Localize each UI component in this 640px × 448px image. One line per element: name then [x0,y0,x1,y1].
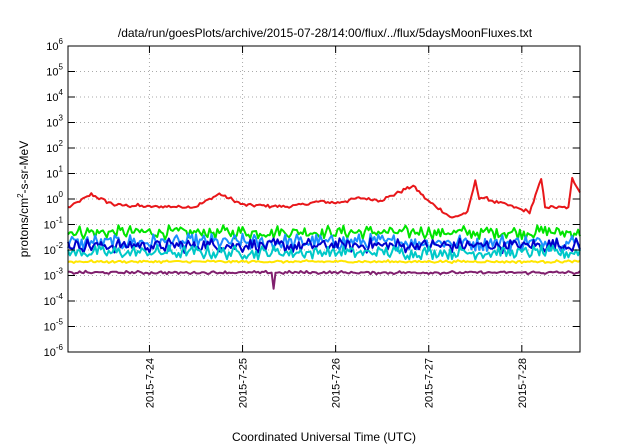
y-tick-exponent: -1 [56,216,64,225]
y-tick-exponent: -6 [56,343,64,352]
data-series [67,176,581,290]
y-tick-base: 10 [44,271,56,283]
y-tick-label: 10-1 [44,216,64,232]
x-tick-label: 2015-7-27 [424,358,436,408]
y-tick-base: 10 [46,67,58,79]
y-tick-exponent: -2 [56,241,64,250]
y-tick-base: 10 [44,220,56,232]
y-tick-exponent: -4 [56,292,64,301]
y-tick-exponent: -5 [56,318,64,327]
y-tick-label: 105 [46,63,63,79]
y-tick-label: 10-4 [44,292,64,308]
y-tick-base: 10 [46,169,58,181]
x-tick-label: 2015-7-28 [517,358,529,408]
series-line [68,269,581,290]
y-tick-label: 10-6 [44,343,64,359]
y-tick-exponent: -3 [56,267,64,276]
y-tick-exponent: 1 [59,165,64,174]
y-tick-label: 102 [46,139,63,155]
y-tick-base: 10 [44,322,56,334]
x-tick-label: 2015-7-25 [238,358,250,408]
y-tick-base: 10 [46,194,58,206]
y-tick-base: 10 [46,41,58,53]
y-tick-base: 10 [46,118,58,130]
y-tick-label: 104 [46,88,63,104]
y-axis-label-main: protons/cm [17,198,31,257]
y-tick-base: 10 [44,347,56,359]
y-tick-label: 101 [46,165,63,181]
y-tick-label: 10-5 [44,318,64,334]
y-tick-exponent: 3 [59,114,64,123]
series-line [67,244,581,261]
grid-lines [68,46,580,352]
x-axis-label: Coordinated Universal Time (UTC) [232,430,416,444]
x-tick-label: 2015-7-24 [144,358,156,408]
series-line [67,259,581,265]
series-line [67,237,581,255]
y-tick-label: 10-3 [44,267,64,283]
y-tick-base: 10 [46,143,58,155]
y-tick-exponent: 4 [59,88,64,97]
y-axis-label: protons/cm2-s-sr-MeV [16,141,31,257]
y-axis-label-sup: 2 [16,193,25,198]
y-tick-label: 103 [46,114,63,130]
y-tick-label: 100 [46,190,63,206]
x-axis-ticks: 2015-7-24 2015-7-25 2015-7-26 2015-7-27 2015… [144,46,529,408]
series-line [67,176,581,219]
y-tick-exponent: 0 [59,190,64,199]
y-tick-base: 10 [44,296,56,308]
y-tick-base: 10 [44,245,56,257]
y-tick-label: 106 [46,37,63,53]
y-tick-base: 10 [46,92,58,104]
y-tick-exponent: 5 [59,63,64,72]
y-axis-ticks: 10-610-510-410-310-210-11001011021031041… [44,37,580,359]
y-tick-label: 10-2 [44,241,64,257]
y-axis-label-rest: -s-sr-MeV [17,141,31,194]
chart-title: /data/run/goesPlots/archive/2015-07-28/1… [118,26,533,40]
x-tick-label: 2015-7-26 [331,358,343,408]
y-tick-exponent: 6 [59,37,64,46]
y-tick-exponent: 2 [59,139,64,148]
